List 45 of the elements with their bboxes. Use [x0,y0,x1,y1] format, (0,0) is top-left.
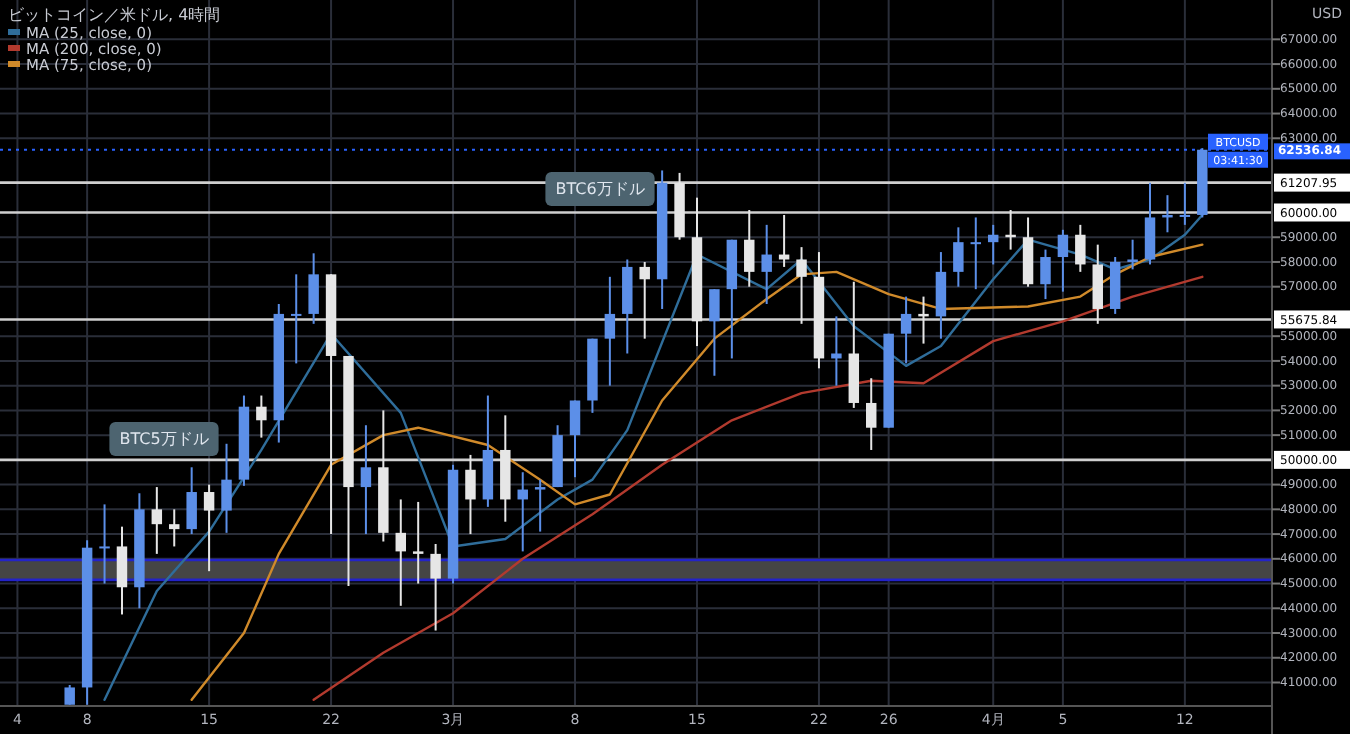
candlestick [1075,223,1086,273]
candlestick [203,483,215,573]
candlestick [709,288,720,377]
candlestick [395,498,406,607]
candlestick [796,246,807,325]
candlestick [221,442,232,534]
candlestick [360,424,372,536]
candlestick [99,503,110,585]
annotation: BTC5万ドル [119,430,209,448]
candlestick [639,260,650,340]
candlestick [900,295,912,365]
candlestick [534,478,546,533]
candlestick [953,226,964,288]
annotation: BTC6万ドル [555,180,645,198]
candlestick [465,453,476,536]
candlestick [970,216,982,291]
candlestick [1179,181,1191,226]
candlestick [151,486,163,555]
candlestick [1040,248,1051,301]
candlestick [430,542,441,632]
candlestick [186,466,197,536]
candlestick [1022,216,1034,288]
candlestick [1109,256,1121,315]
candlestick [569,399,581,479]
callout: BTC5万ドル [109,422,219,456]
candlestick [412,500,424,585]
candlestick [744,209,755,288]
candlestick [1057,228,1069,293]
candlestick [290,273,302,365]
candlestick [1127,238,1138,271]
candlestick [987,223,999,266]
candlestick [604,275,616,387]
candlestick [1144,181,1156,266]
candlestick [622,258,633,355]
candlestick [256,394,267,439]
candlestick [761,223,772,306]
callout: BTC6万ドル [545,172,655,206]
candlestick [308,252,319,325]
candlestick [169,508,180,548]
chart-title: ビットコイン／米ドル, 4時間 [8,6,221,24]
candlestick [116,525,128,616]
candlestick [935,251,947,340]
candlestick [866,377,877,451]
candlestick [831,315,842,387]
candlestick [1092,243,1103,325]
